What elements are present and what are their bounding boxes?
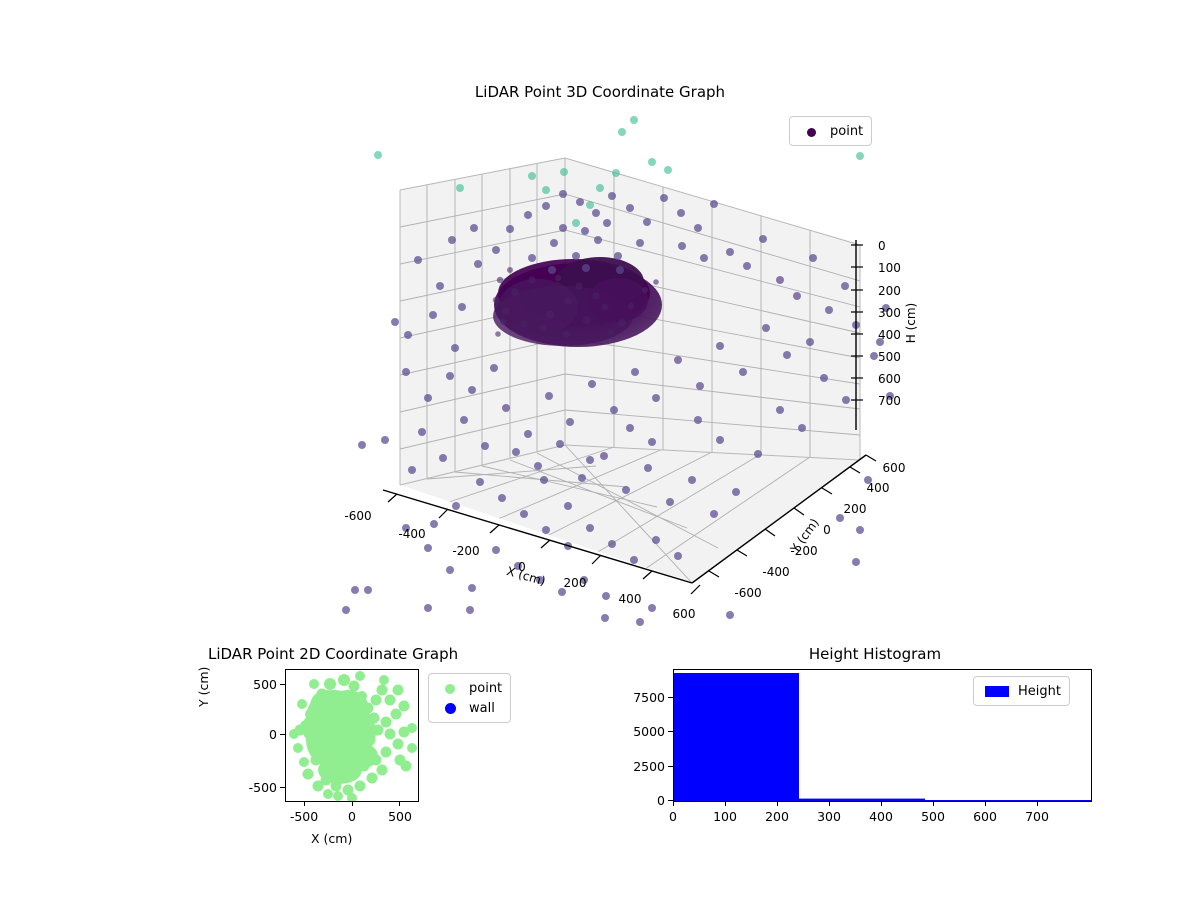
x-tick-3: 0	[518, 560, 526, 574]
histogram-legend[interactable]: Height	[973, 676, 1070, 706]
y-tick-mark-2d-neg500	[280, 787, 285, 789]
y-tick-4: 200	[844, 502, 867, 516]
x-tick-mark-2d-neg500	[304, 801, 306, 806]
legend-label-point-2d: point	[469, 680, 503, 696]
legend-entry-point: point	[798, 121, 863, 141]
x-tick-2d-0: -500	[289, 809, 319, 824]
x-tick-4: 200	[564, 576, 587, 590]
x-tick-mark-2d-0	[352, 801, 354, 806]
wall-marker-icon	[437, 699, 463, 718]
plot3d-legend[interactable]: point	[789, 116, 873, 146]
hist-x-tick-2: 200	[765, 809, 789, 824]
legend-label-height: Height	[1018, 683, 1061, 699]
plot3d-canvas: -600 -400 -200 0 200 400 600 X (cm)	[342, 116, 918, 626]
hist-x-tick-5: 500	[921, 809, 945, 824]
legend-entry-point-2d: point	[437, 678, 502, 698]
height-patch-icon	[982, 682, 1012, 701]
hist-x-tick-mark-100	[725, 801, 727, 806]
z-tick-1: 100	[878, 261, 901, 275]
z-tick-7: 700	[878, 394, 901, 408]
pane-right	[565, 158, 860, 460]
hist-x-tick-mark-400	[881, 801, 883, 806]
plot2d-canvas	[289, 671, 417, 801]
legend-label-point: point	[830, 123, 864, 139]
y-tick-5: 400	[867, 481, 890, 495]
z-tick-6: 600	[878, 372, 901, 386]
hist-x-tick-mark-200	[777, 801, 779, 806]
y-tick-mark-2d-500	[280, 684, 285, 686]
y-tick-6: 600	[883, 461, 906, 475]
point-marker-icon	[798, 122, 824, 141]
pane-floor	[400, 445, 860, 583]
plot2d-title: LiDAR Point 2D Coordinate Graph	[208, 645, 459, 663]
y-tick-2d-1: 0	[269, 727, 277, 742]
z-tick-3: 300	[878, 306, 901, 320]
z-axis-label: H (cm)	[904, 303, 918, 344]
y-tick-0: -600	[734, 586, 761, 600]
hist-y-tick-mark-5000	[668, 731, 673, 733]
z-tick-0: 0	[878, 239, 886, 253]
plot2d-x-axis-label: X (cm)	[311, 831, 353, 846]
hist-x-tick-0: 0	[669, 809, 677, 824]
plot2d-legend[interactable]: point wall	[428, 673, 512, 723]
y-tick-3: 0	[823, 523, 831, 537]
histogram-canvas	[674, 673, 1091, 801]
hist-x-tick-mark-700	[1037, 801, 1039, 806]
legend-entry-wall-2d: wall	[437, 698, 502, 718]
point-cloud-dense	[492, 257, 662, 347]
x-axis-label: X (cm)	[505, 564, 547, 588]
x-tick-2d-1: 0	[348, 809, 356, 824]
hist-x-tick-mark-600	[985, 801, 987, 806]
plot3d-title: LiDAR Point 3D Coordinate Graph	[474, 83, 726, 101]
x-tick-mark-2d-500	[399, 801, 401, 806]
z-axis-3d: 0 100 200 300 400 500 600 700 H (cm)	[851, 239, 918, 430]
y-tick-2: -200	[790, 544, 817, 558]
y-tick-2d-0: -500	[248, 780, 277, 795]
hist-x-tick-mark-500	[933, 801, 935, 806]
z-tick-4: 400	[878, 328, 901, 342]
x-tick-1: -400	[398, 527, 425, 541]
hist-x-tick-4: 400	[869, 809, 893, 824]
y-tick-2d-2: 500	[253, 677, 277, 692]
hist-y-tick-1: 2500	[633, 759, 665, 774]
plot2d-y-axis-label: Y (cm)	[196, 666, 211, 707]
hist-x-tick-1: 100	[713, 809, 737, 824]
hist-y-tick-mark-7500	[668, 697, 673, 699]
hist-x-tick-6: 600	[973, 809, 997, 824]
x-tick-5: 400	[619, 592, 642, 606]
grid-left-pane	[400, 158, 565, 480]
y-tick-1: -400	[762, 565, 789, 579]
z-tick-2: 200	[878, 284, 901, 298]
legend-label-wall-2d: wall	[469, 700, 495, 716]
z-tick-5: 500	[878, 350, 901, 364]
x-tick-2d-2: 500	[388, 809, 412, 824]
y-tick-mark-2d-0	[280, 734, 285, 736]
hist-y-tick-mark-0	[668, 800, 673, 802]
hist-y-tick-mark-2500	[668, 766, 673, 768]
histogram-bars	[674, 673, 1091, 801]
point-cloud-outliers	[342, 190, 894, 626]
histogram-title: Height Histogram	[808, 645, 942, 663]
hist-x-tick-7: 700	[1025, 809, 1049, 824]
x-tick-2: -200	[452, 544, 479, 558]
hist-x-tick-mark-300	[829, 801, 831, 806]
x-tick-0: -600	[344, 509, 371, 523]
hist-y-tick-2: 5000	[633, 724, 665, 739]
legend-entry-height: Height	[982, 681, 1061, 701]
hist-y-tick-0: 0	[657, 793, 665, 808]
hist-x-tick-3: 300	[817, 809, 841, 824]
hist-x-tick-mark-0	[673, 801, 675, 806]
lidar-2d-axes	[285, 669, 419, 802]
x-tick-6: 600	[673, 607, 696, 621]
hist-y-tick-3: 7500	[633, 690, 665, 705]
pane-left	[400, 158, 565, 485]
point-marker-icon	[437, 679, 463, 698]
scatter-points-2d	[289, 671, 417, 801]
point-cloud-outliers-high	[374, 116, 864, 227]
lidar-3d-axes: -600 -400 -200 0 200 400 600 X (cm)	[300, 110, 920, 630]
